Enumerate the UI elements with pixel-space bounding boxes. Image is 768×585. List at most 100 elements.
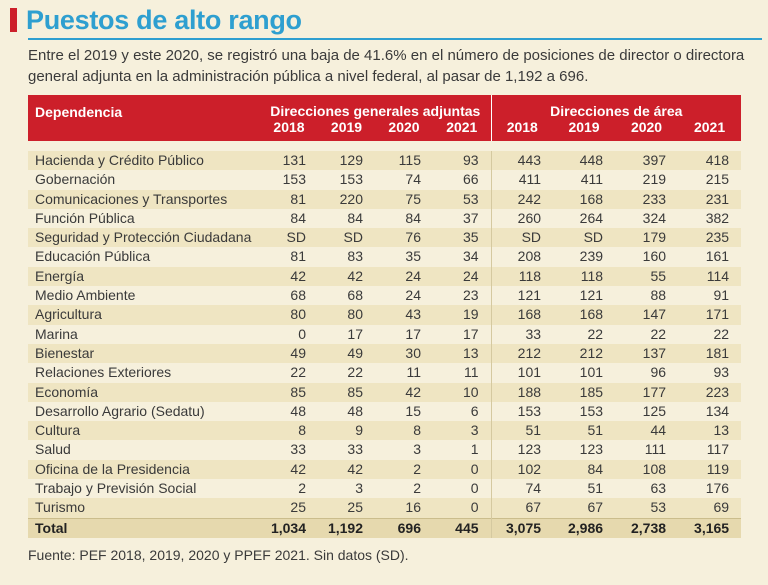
table-cell: 49 <box>260 343 318 364</box>
table-cell: 443 <box>490 151 554 171</box>
table-cell: 153 <box>579 402 604 419</box>
table-row: Marina 0 17 17 17 33 22 22 22 <box>28 324 741 344</box>
table-cell: 114 <box>678 266 742 287</box>
table-cell: 35 <box>405 248 421 265</box>
table-cell: 176 <box>705 480 730 497</box>
header-group-da: Direcciones de área <box>490 95 742 119</box>
table-cell: 161 <box>705 248 730 265</box>
table-cell: 68 <box>290 287 306 304</box>
table-cell: 42 <box>375 382 433 402</box>
table-cell: 24 <box>375 266 433 287</box>
data-table-wrapper: Dependencia Direcciones generales adjunt… <box>28 95 742 538</box>
table-cell: 42 <box>260 459 318 480</box>
table-cell: 96 <box>650 364 667 381</box>
table-cell: 13 <box>678 421 742 441</box>
table-cell: 215 <box>705 171 730 188</box>
table-cell: 171 <box>678 305 742 325</box>
table-cell: 68 <box>347 287 363 304</box>
row-dependencia: Salud <box>35 441 71 458</box>
table-cell: 69 <box>678 498 742 519</box>
table-row: Educación Pública 81 83 35 34 208 239 160 161 <box>28 247 741 267</box>
table-cell: 24 <box>433 266 492 287</box>
table-cell: 33 <box>347 441 363 458</box>
table-cell: 168 <box>553 189 616 209</box>
table-cell: 121 <box>579 287 604 304</box>
table-cell: 23 <box>462 287 479 304</box>
table-cell: 13 <box>433 343 492 364</box>
table-cell: 108 <box>615 459 679 480</box>
table-cell: 188 <box>490 382 554 402</box>
table-cell: 51 <box>490 421 554 441</box>
table-cell: 119 <box>678 459 742 480</box>
row-dependencia: Seguridad y Protección Ciudadana <box>28 228 260 248</box>
header-group-dga: Direcciones generales adjuntas <box>260 95 492 119</box>
table-cell: 35 <box>433 228 492 248</box>
total-cell: 2,738 <box>615 517 679 538</box>
table-cell: 22 <box>587 325 604 342</box>
table-cell: 8 <box>375 421 433 441</box>
total-cell: 1,192 <box>318 517 375 538</box>
table-row: Energía 42 42 24 24 118 118 55 114 <box>28 266 742 287</box>
table-cell: 239 <box>579 248 604 265</box>
table-cell: 74 <box>405 171 421 188</box>
table-cell: 235 <box>678 228 742 248</box>
table-cell: 2 <box>375 459 433 480</box>
total-cell: 3,165 <box>678 517 742 538</box>
table-cell: 10 <box>433 382 492 402</box>
table-row: Economía 85 85 42 10 188 185 177 223 <box>28 382 742 402</box>
table-cell: 75 <box>375 189 433 209</box>
table-cell: 22 <box>347 364 363 381</box>
table-cell: 185 <box>553 382 616 402</box>
table-cell: SD <box>260 228 318 248</box>
table-cell: 67 <box>490 498 554 519</box>
table-cell: 17 <box>347 325 363 342</box>
table-cell: 101 <box>490 363 554 383</box>
table-cell: 85 <box>260 382 318 402</box>
table-cell: 66 <box>462 171 479 188</box>
table-cell: 88 <box>650 287 667 304</box>
header-year: 2021 <box>678 119 742 141</box>
table-row: Turismo 25 25 16 0 67 67 53 69 <box>28 498 742 519</box>
table-cell: 411 <box>580 171 604 188</box>
table-row: Cultura 8 9 8 3 51 51 44 13 <box>28 421 742 441</box>
total-cell: 1,034 <box>260 517 318 538</box>
total-cell: 696 <box>375 517 433 538</box>
table-cell: 11 <box>406 364 421 381</box>
row-dependencia: Marina <box>35 325 78 342</box>
table-cell: 177 <box>615 382 679 402</box>
row-dependencia: Desarrollo Agrario (Sedatu) <box>35 402 205 419</box>
table-cell: 147 <box>615 305 679 325</box>
table-cell: 11 <box>463 364 479 381</box>
table-cell: 8 <box>260 421 318 441</box>
table-cell: 125 <box>642 402 667 419</box>
table-cell: 0 <box>433 459 492 480</box>
row-dependencia: Comunicaciones y Transportes <box>28 189 260 209</box>
table-cell: 76 <box>375 228 433 248</box>
table-cell: 83 <box>347 248 363 265</box>
title-accent-bar <box>10 8 17 32</box>
table-row: Hacienda y Crédito Público 131 129 115 93 443… <box>28 151 742 171</box>
table-cell: 22 <box>650 325 667 342</box>
table-cell: 131 <box>260 151 318 171</box>
table-cell: 33 <box>490 324 554 344</box>
table-cell: 48 <box>290 402 306 419</box>
table-cell: 25 <box>318 498 375 519</box>
header-year: 2020 <box>375 119 433 141</box>
table-cell: 134 <box>705 402 730 419</box>
table-cell: 44 <box>615 421 679 441</box>
table-cell: 1 <box>470 441 479 458</box>
table-cell: 212 <box>553 343 616 364</box>
header-dependencia: Dependencia <box>28 95 260 141</box>
table-cell: 33 <box>290 441 306 458</box>
table-cell: 84 <box>347 209 363 226</box>
table-cell: 42 <box>318 266 375 287</box>
title-divider <box>28 38 762 40</box>
table-cell: 418 <box>678 151 742 171</box>
table-cell: 80 <box>318 305 375 325</box>
table-cell: 17 <box>405 325 421 342</box>
table-cell: 3 <box>413 441 421 458</box>
header-year: 2019 <box>318 119 375 141</box>
table-cell: 102 <box>490 459 554 480</box>
table-cell: 168 <box>553 305 616 325</box>
total-cell: 445 <box>433 517 492 538</box>
